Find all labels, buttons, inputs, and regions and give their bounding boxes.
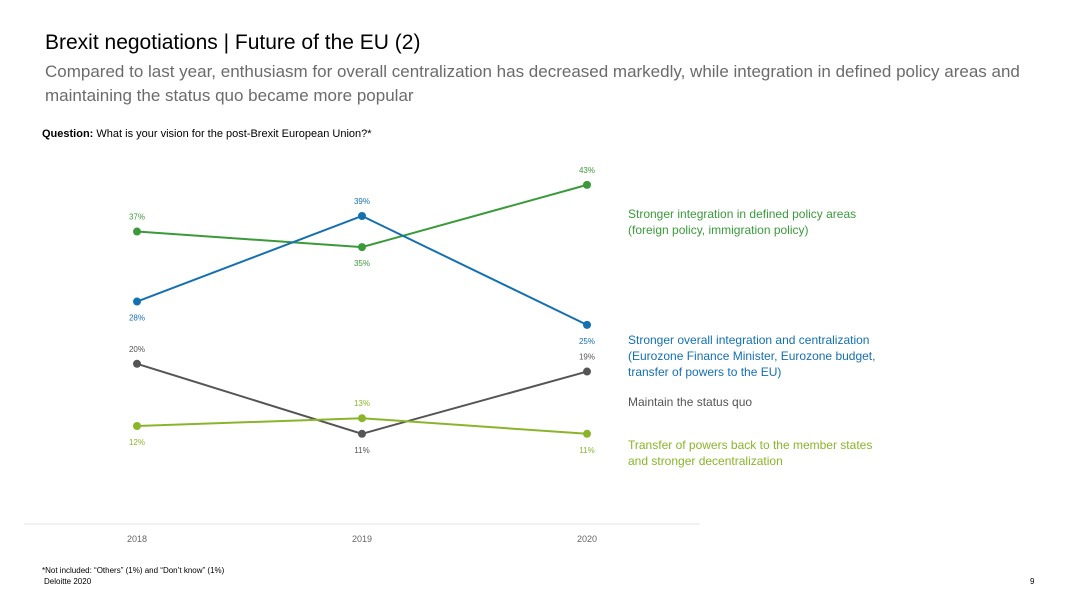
data-label: 43% <box>579 166 595 175</box>
data-point <box>583 320 591 329</box>
data-point <box>583 429 591 438</box>
data-point <box>133 359 141 368</box>
data-point <box>133 422 141 430</box>
series-line <box>136 214 588 326</box>
source-label: Deloitte 2020 <box>44 577 92 586</box>
data-label: 25% <box>579 337 595 346</box>
legend-entry-line: (Eurozone Finance Minister, Eurozone bud… <box>628 349 876 363</box>
x-tick-label: 2020 <box>577 534 597 544</box>
data-label: 11% <box>579 446 594 455</box>
page-number: 9 <box>1030 577 1035 586</box>
question: Question: What is your vision for the po… <box>42 128 372 140</box>
data-label: 37% <box>129 213 145 222</box>
data-label: 13% <box>354 399 370 408</box>
question-text: What is your vision for the post-Brexit … <box>96 128 372 140</box>
data-label: 39% <box>354 197 370 206</box>
data-point <box>358 414 366 423</box>
legend-entry-line: Stronger overall integration and central… <box>628 333 870 347</box>
legend-entry: Stronger overall integration and central… <box>628 332 898 380</box>
footnote: *Not included: “Others” (1%) and “Don’t … <box>42 566 225 575</box>
data-point <box>583 180 591 189</box>
data-point <box>133 227 141 236</box>
legend-entry: Maintain the status quo <box>628 394 898 410</box>
x-tick-label: 2019 <box>352 534 372 544</box>
x-tick-label: 2018 <box>127 534 147 544</box>
data-point <box>358 212 366 220</box>
legend-entry-line: transfer of powers to the EU) <box>628 365 782 379</box>
data-label: 35% <box>354 259 370 268</box>
data-label: 20% <box>129 345 145 354</box>
legend-entry: Stronger integration in defined policy a… <box>628 206 898 238</box>
data-point <box>358 243 366 252</box>
legend-entry-line: Maintain the status quo <box>628 395 753 409</box>
question-label: Question: <box>42 128 94 140</box>
data-label: 11% <box>354 446 369 455</box>
page-subtitle: Compared to last year, enthusiasm for ov… <box>45 62 1020 105</box>
data-label: 19% <box>579 353 595 362</box>
legend-entry-line: and stronger decentralization <box>628 454 783 468</box>
data-label: 28% <box>129 314 145 323</box>
page-title: Brexit negotiations | Future of the EU (… <box>45 31 421 54</box>
data-point <box>358 429 366 438</box>
legend-entry-line: (foreign policy, immigration policy) <box>628 223 809 237</box>
data-label: 12% <box>129 438 145 447</box>
legend-entry-line: Transfer of powers back to the member st… <box>628 438 873 452</box>
data-point <box>133 297 141 306</box>
legend-entry: Transfer of powers back to the member st… <box>628 437 898 469</box>
data-point <box>583 367 591 376</box>
legend-entry-line: Stronger integration in defined policy a… <box>628 207 857 221</box>
